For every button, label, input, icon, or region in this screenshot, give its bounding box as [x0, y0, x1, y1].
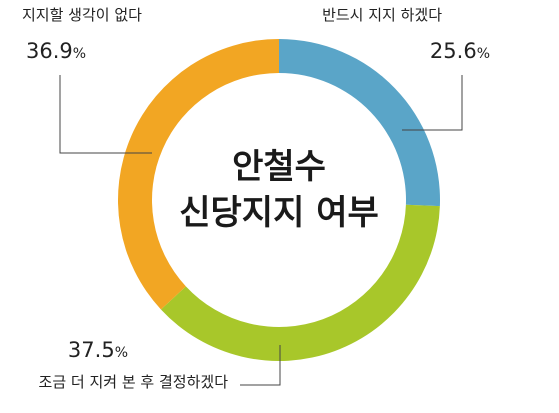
leader-line-definitely-support	[402, 75, 463, 131]
chart-title-line-2: 신당지지 여부	[179, 193, 379, 233]
slice-label-no-intention: 지지할 생각이 없다	[22, 6, 142, 24]
slice-label-decide-later: 조금 더 지켜 본 후 결정하겠다	[39, 373, 229, 391]
slice-no-intention	[117, 39, 279, 310]
value-label-no-intention: 36.9%	[26, 39, 86, 63]
leader-line-no-intention	[59, 75, 152, 154]
donut-slices	[117, 39, 440, 362]
leader-line-decide-later	[240, 345, 281, 386]
slice-definitely-support	[279, 39, 440, 207]
value-label-definitely-support: 25.6%	[430, 39, 490, 63]
slice-label-definitely-support: 반드시 지지 하겠다	[322, 6, 442, 24]
value-label-decide-later: 37.5%	[68, 338, 128, 362]
slice-decide-later	[160, 204, 440, 362]
slice-labels: 반드시 지지 하겠다 25.6% 조금 더 지켜 본 후 결정하겠다 37.5% 지지할…	[22, 6, 490, 391]
leader-lines	[59, 75, 463, 386]
chart-title-line-1: 안철수	[232, 147, 326, 187]
